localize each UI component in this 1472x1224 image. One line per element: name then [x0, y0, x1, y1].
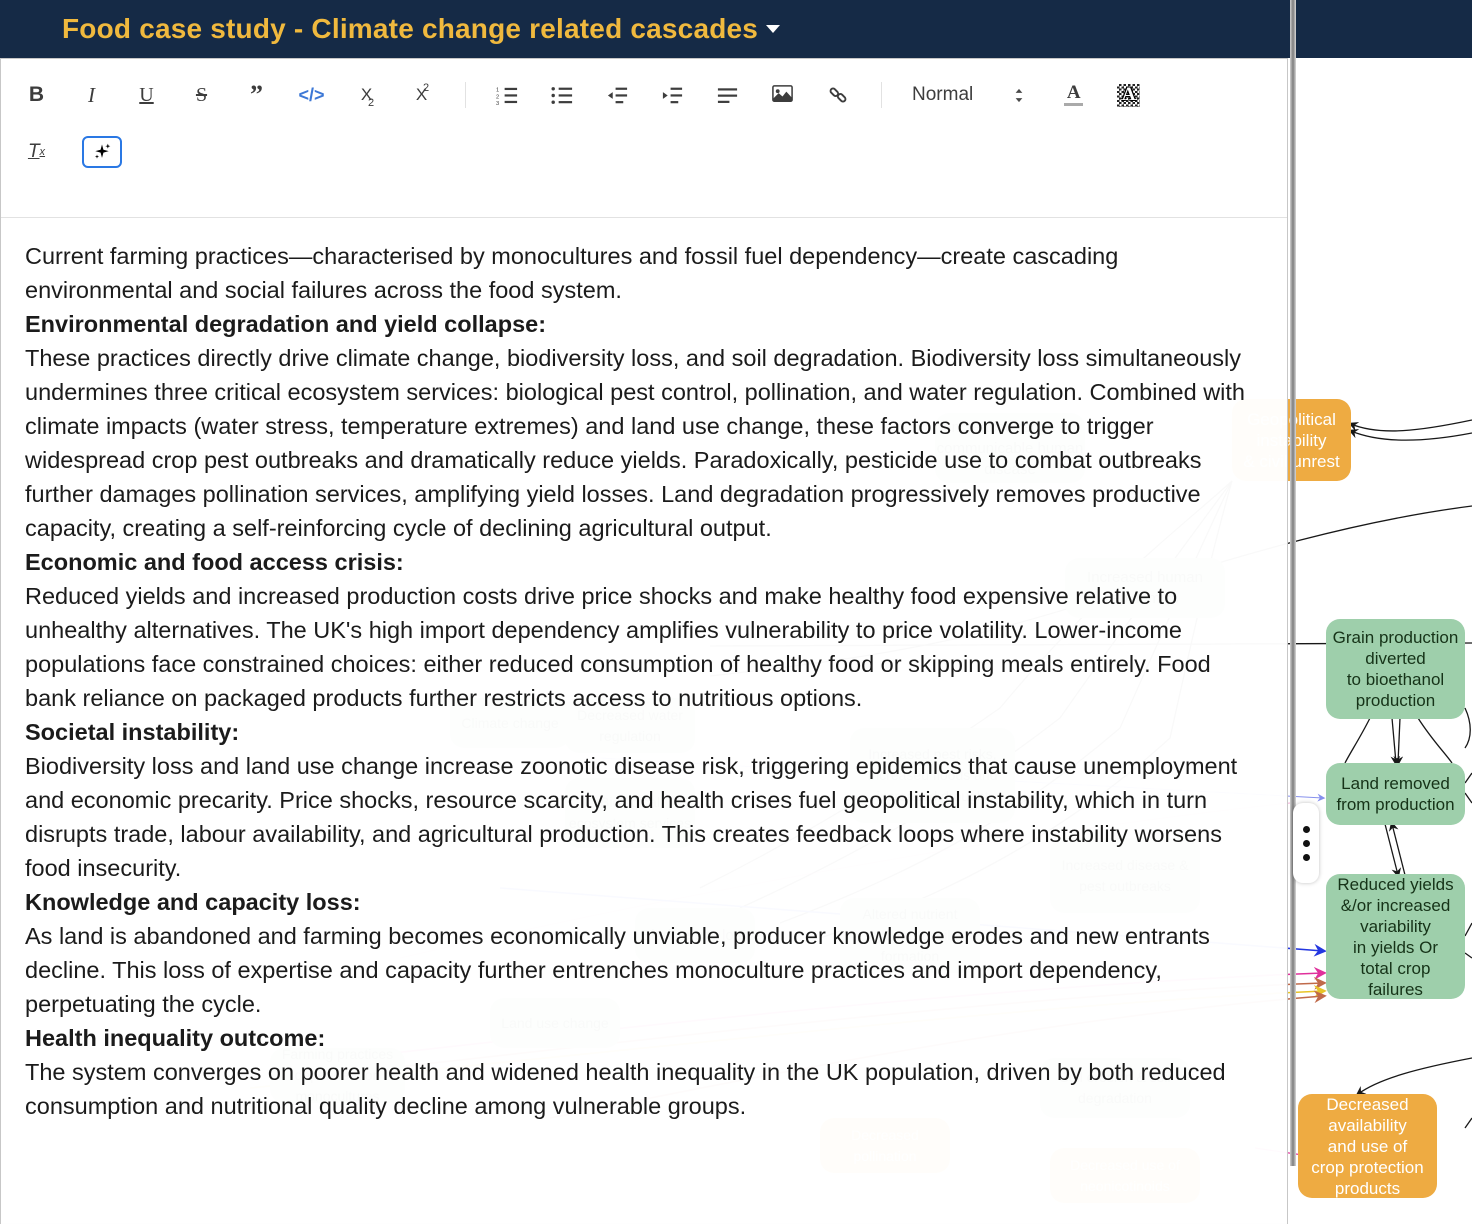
- svg-text:1: 1: [496, 87, 499, 93]
- svg-text:2: 2: [496, 94, 499, 100]
- svg-text:3: 3: [496, 101, 499, 107]
